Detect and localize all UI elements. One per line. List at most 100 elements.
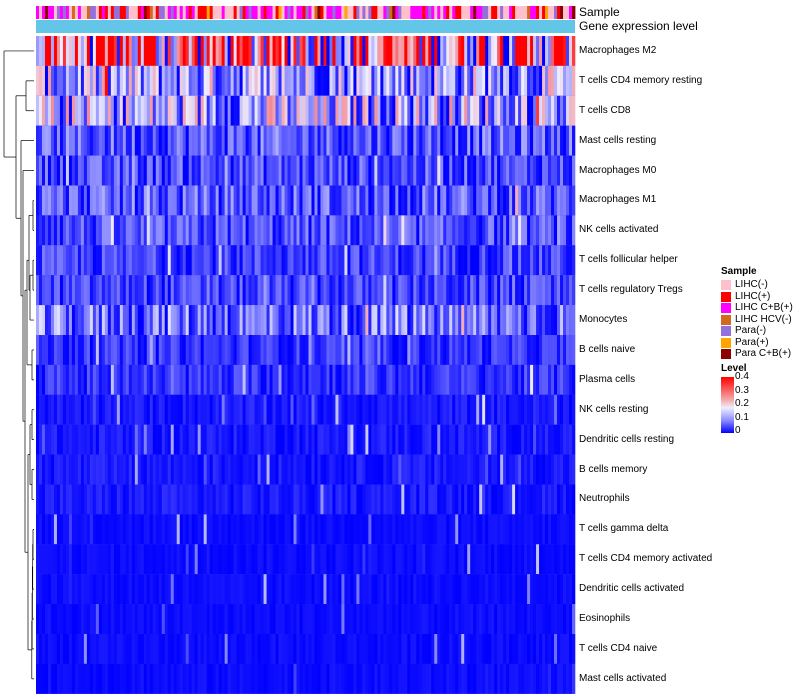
heatmap-cell [272,155,276,186]
heatmap-cell [272,245,276,276]
heatmap-cell [164,65,169,96]
heatmap-cell [437,185,441,216]
heatmap-cell [263,424,267,455]
heatmap-cell [125,634,130,664]
heatmap-cell [479,544,483,575]
heatmap-cell [470,454,474,485]
heatmap-cell [269,275,273,306]
heatmap-cell [440,663,444,694]
heatmap-cell [56,36,61,66]
heatmap-cell [257,394,261,425]
heatmap-cell [80,65,85,96]
heatmap-cell [104,394,109,425]
heatmap-cell [179,364,184,395]
heatmap-cell [428,36,432,66]
heatmap-cell [36,663,40,694]
heatmap-cell [296,514,300,545]
heatmap-cell [398,364,402,395]
heatmap-cell [539,454,543,485]
heatmap-cell [395,514,399,545]
heatmap-cell [536,65,540,96]
heatmap-cell [392,335,396,365]
heatmap-cell [377,574,381,605]
heatmap-cell [143,65,148,96]
heatmap-cell [527,125,531,156]
heatmap-cell [560,484,564,515]
heatmap-cell [482,604,486,634]
heatmap-cell [314,335,318,365]
heatmap-cell [245,95,249,126]
heatmap-cell [572,424,576,455]
heatmap-cell [74,95,79,126]
heatmap-cell [449,574,453,605]
heatmap-cell [497,245,501,276]
heatmap-cell [425,36,429,66]
heatmap-cell [107,215,112,246]
heatmap-cell [485,514,489,545]
heatmap-cell [392,663,396,694]
heatmap-cell [569,305,573,335]
heatmap-cell [83,245,88,276]
heatmap-cell [392,65,396,96]
heatmap-cell [371,155,375,186]
heatmap-cell [62,484,67,515]
heatmap-cell [479,574,483,605]
heatmap-cell [539,215,543,246]
heatmap-cell [545,95,549,126]
heatmap-cell [143,36,148,66]
heatmap-cell [374,454,378,485]
heatmap-cell [107,185,112,216]
heatmap-cell [248,125,252,156]
heatmap-cell [197,95,201,126]
heatmap-cell [149,155,154,186]
heatmap-cell [302,65,306,96]
heatmap-cell [407,574,411,605]
heatmap-cell [326,663,330,694]
heatmap-cell [392,185,396,216]
heatmap-cell [425,634,429,664]
heatmap-cell [308,634,312,664]
heatmap-cell [98,634,103,664]
heatmap-cell [347,364,351,395]
heatmap-cell [296,155,300,186]
heatmap-cell [437,95,441,126]
heatmap-cell [77,484,82,515]
heatmap-cell [419,36,423,66]
heatmap-cell [212,484,216,515]
heatmap-cell [560,65,564,96]
heatmap-cell [512,394,516,425]
heatmap-cell [374,36,378,66]
heatmap-cell [512,125,516,156]
sample-cell [353,6,357,19]
heatmap-cell [239,155,243,186]
heatmap-cell [107,634,112,664]
heatmap-cell [290,484,294,515]
heatmap-cell [80,454,85,485]
heatmap-cell [320,335,324,365]
sample-cell [221,6,226,19]
heatmap-cell [407,95,411,126]
heatmap-cell [188,604,193,634]
heatmap-cell [113,275,118,306]
heatmap-cell [56,364,61,395]
row-label: T cells CD4 naive [579,643,658,654]
heatmap-cell [335,424,339,455]
heatmap-cell [197,394,201,425]
heatmap-cell [122,364,127,395]
heatmap-cell [296,95,300,126]
heatmap-cell [335,275,339,306]
heatmap-cell [356,574,360,605]
heatmap-cell [161,95,166,126]
heatmap-cell [368,364,372,395]
heatmap-cell [500,634,504,664]
sample-cell [107,6,112,19]
sample-legend-item: Para(+) [721,337,793,349]
heatmap-cell [113,544,118,575]
heatmap-cell [380,424,384,455]
heatmap-cell [68,245,73,276]
heatmap-cell [149,245,154,276]
row-label: Mast cells resting [579,134,657,146]
heatmap-cell [137,394,142,425]
heatmap-cell [413,185,417,216]
heatmap-cell [566,185,570,216]
